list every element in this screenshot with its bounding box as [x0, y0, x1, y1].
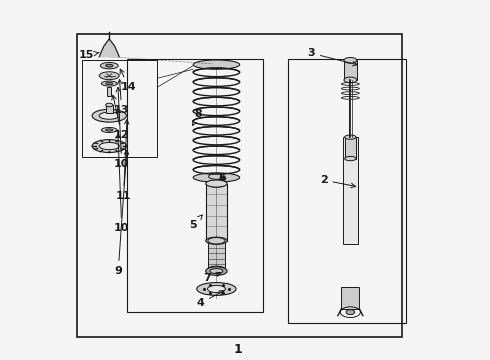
Ellipse shape — [206, 237, 227, 244]
Ellipse shape — [344, 135, 356, 139]
Ellipse shape — [100, 63, 118, 69]
Ellipse shape — [99, 72, 119, 80]
Text: 6: 6 — [218, 173, 226, 183]
Text: 2: 2 — [319, 175, 356, 188]
Text: 14: 14 — [120, 69, 137, 92]
Text: 3: 3 — [307, 48, 357, 66]
Text: 8: 8 — [193, 109, 202, 125]
Text: 1: 1 — [233, 343, 242, 356]
Bar — [208, 241, 225, 269]
Bar — [344, 137, 356, 158]
Ellipse shape — [206, 180, 227, 187]
Bar — [106, 105, 113, 113]
Ellipse shape — [346, 310, 355, 315]
Polygon shape — [99, 39, 119, 57]
Ellipse shape — [210, 269, 223, 274]
Ellipse shape — [106, 129, 113, 131]
Bar — [344, 60, 357, 80]
Bar — [342, 287, 359, 309]
Ellipse shape — [193, 173, 240, 182]
Ellipse shape — [206, 267, 227, 275]
Ellipse shape — [106, 103, 113, 107]
Bar — [77, 33, 402, 337]
Bar — [288, 59, 406, 323]
Ellipse shape — [92, 140, 126, 153]
Ellipse shape — [99, 112, 119, 119]
Bar — [107, 87, 111, 96]
Text: 15: 15 — [78, 50, 99, 60]
Text: 11: 11 — [116, 120, 131, 201]
Bar — [209, 176, 224, 184]
Text: 12: 12 — [112, 95, 129, 140]
Ellipse shape — [193, 60, 240, 69]
Ellipse shape — [101, 81, 117, 86]
Ellipse shape — [99, 143, 119, 150]
Ellipse shape — [106, 82, 113, 85]
Ellipse shape — [344, 58, 357, 63]
Text: 7: 7 — [204, 272, 221, 283]
Ellipse shape — [344, 77, 357, 83]
Ellipse shape — [208, 238, 225, 244]
Ellipse shape — [344, 157, 356, 161]
Ellipse shape — [209, 181, 224, 187]
Ellipse shape — [208, 266, 225, 273]
Bar — [82, 60, 157, 157]
Text: 13: 13 — [114, 80, 129, 115]
Text: 10: 10 — [114, 134, 129, 233]
Text: 9: 9 — [114, 150, 129, 276]
Text: 10: 10 — [114, 87, 129, 169]
Ellipse shape — [106, 64, 113, 67]
Bar — [127, 59, 263, 312]
Ellipse shape — [101, 127, 117, 132]
Text: 5: 5 — [190, 215, 202, 230]
Bar — [343, 137, 358, 244]
Ellipse shape — [209, 174, 224, 179]
Ellipse shape — [207, 285, 225, 293]
Bar — [206, 184, 227, 241]
Ellipse shape — [92, 109, 126, 122]
Text: 4: 4 — [196, 291, 224, 308]
Ellipse shape — [197, 283, 236, 296]
